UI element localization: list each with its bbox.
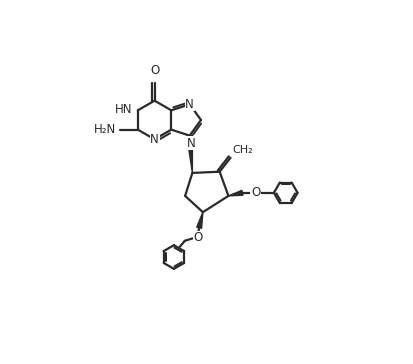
Text: O: O bbox=[193, 231, 202, 244]
Text: N: N bbox=[185, 98, 194, 111]
Text: CH₂: CH₂ bbox=[232, 145, 252, 155]
Text: N: N bbox=[150, 133, 159, 146]
Text: H₂N: H₂N bbox=[94, 123, 116, 136]
Text: HN: HN bbox=[114, 103, 132, 116]
Polygon shape bbox=[228, 190, 242, 196]
Polygon shape bbox=[186, 135, 192, 173]
Text: N: N bbox=[186, 137, 195, 150]
Text: O: O bbox=[150, 64, 159, 77]
Text: O: O bbox=[250, 186, 259, 199]
Polygon shape bbox=[196, 212, 202, 228]
